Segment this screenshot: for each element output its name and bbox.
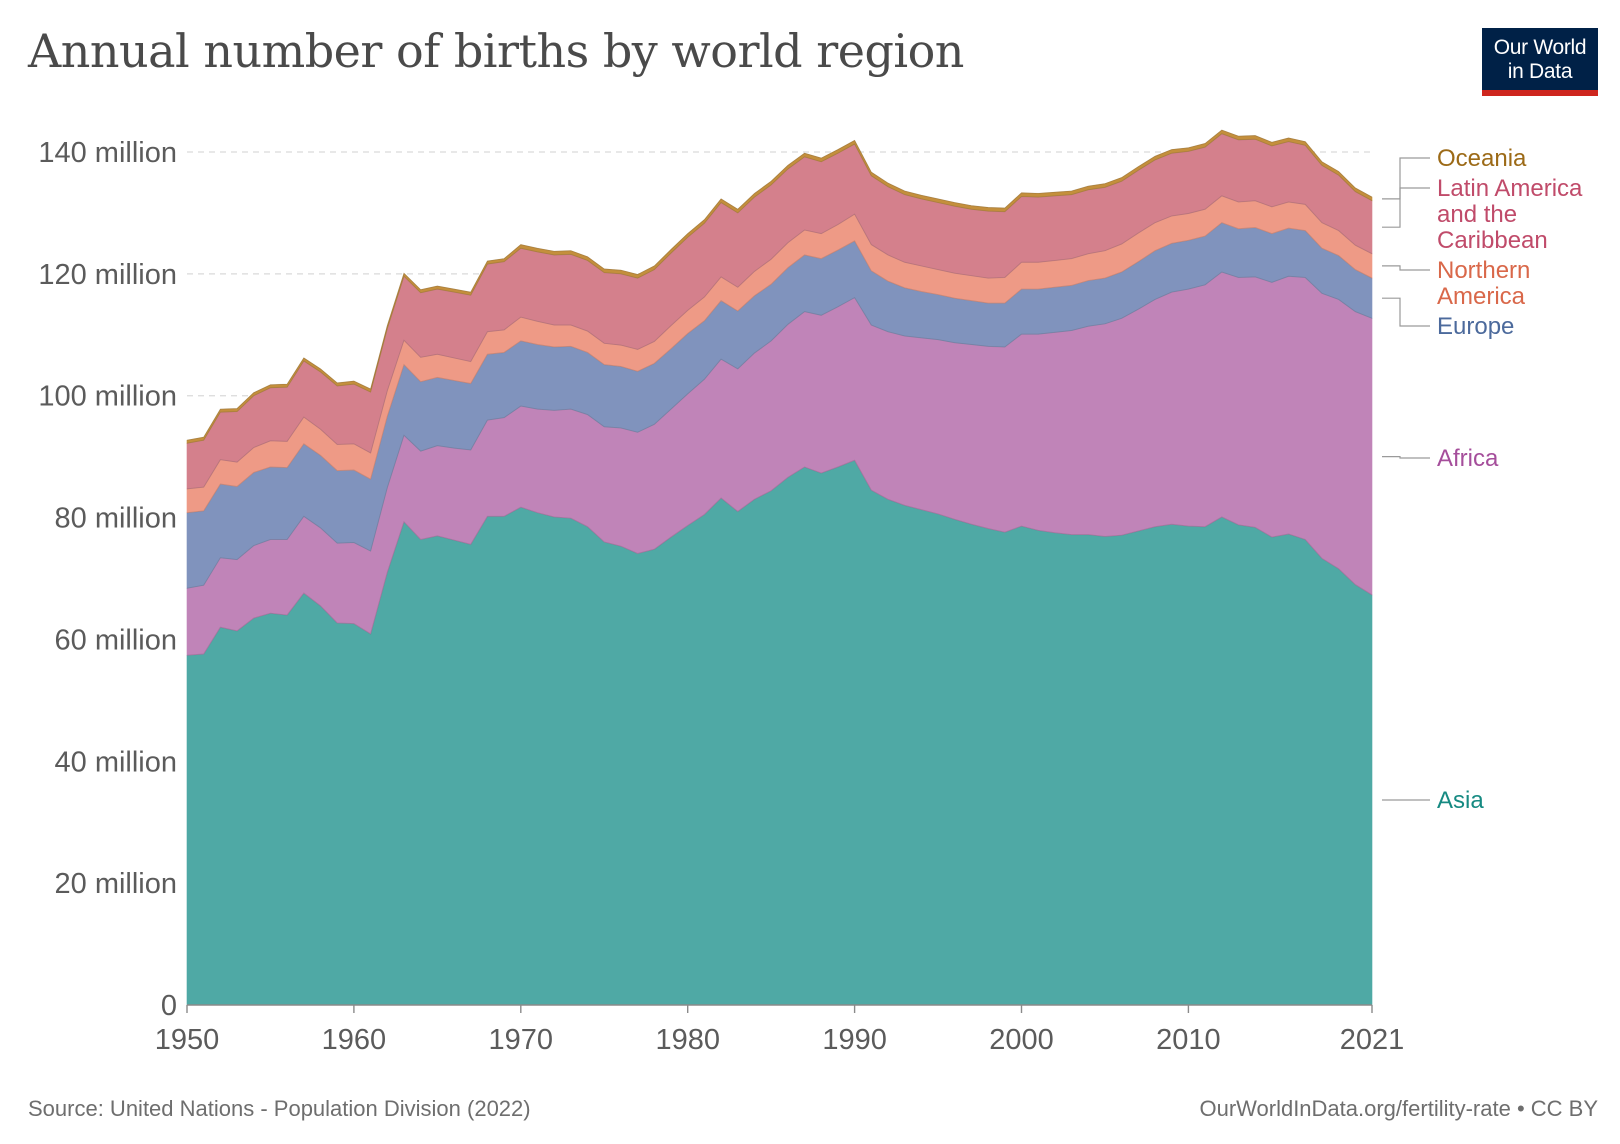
area-series [186,129,1373,1006]
license-link[interactable]: OurWorldInData.org/fertility-rate • CC B… [1199,1096,1598,1121]
legend-label: America [1437,283,1526,310]
legend-label: Europe [1437,313,1514,340]
legend-label: Africa [1437,445,1499,472]
legend-connector [1382,297,1430,327]
logo-accent-bar [1482,90,1598,96]
y-tick-label: 0 [161,990,177,1022]
y-tick-label: 40 million [55,746,178,778]
logo-line-2: in Data [1507,60,1573,83]
x-tick-label: 2000 [989,1024,1054,1056]
owid-logo[interactable]: Our World in Data [1482,28,1598,96]
x-axis: 1950 1960 1970 1980 1990 2000 2010 2021 [155,1004,1405,1056]
series-edge [186,133,1373,444]
y-tick-label: 20 million [55,868,178,900]
y-tick-label: 100 million [38,381,177,413]
legend-label: Northern [1437,257,1530,284]
legend-label: Latin America [1437,175,1583,202]
x-tick-label: 2021 [1340,1024,1405,1056]
legend-connector [1382,456,1430,459]
y-axis-ticks: 0 20 million 40 million 60 million 80 millio… [38,137,177,1022]
legend-label: and the [1437,201,1517,228]
y-tick-label: 80 million [55,503,178,535]
y-tick-label: 120 million [38,259,177,291]
x-tick-label: 2010 [1156,1024,1221,1056]
legend-label: Caribbean [1437,227,1548,254]
x-tick-label: 1960 [322,1024,387,1056]
series-edge [186,129,1373,441]
logo-line-1: Our World [1493,36,1587,59]
series-edge [186,271,1373,589]
x-tick-label: 1970 [489,1024,554,1056]
x-tick-label: 1990 [822,1024,887,1056]
x-tick-label: 1950 [155,1024,220,1056]
legend-connector [1382,265,1430,271]
y-tick-label: 140 million [38,137,177,169]
chart-title: Annual number of births by world region [28,24,964,78]
source-note: Source: United Nations - Population Divi… [28,1096,531,1121]
series-edge [186,459,1373,656]
series-edge [186,222,1373,514]
legend-label: Oceania [1437,145,1527,172]
series-edge [186,195,1373,490]
legend-label: Asia [1437,787,1484,814]
legend-connector [1382,157,1430,200]
legend-connector [1382,187,1430,228]
area-oceania [186,129,1373,444]
y-tick-label: 60 million [55,624,178,656]
x-tick-label: 1980 [655,1024,720,1056]
